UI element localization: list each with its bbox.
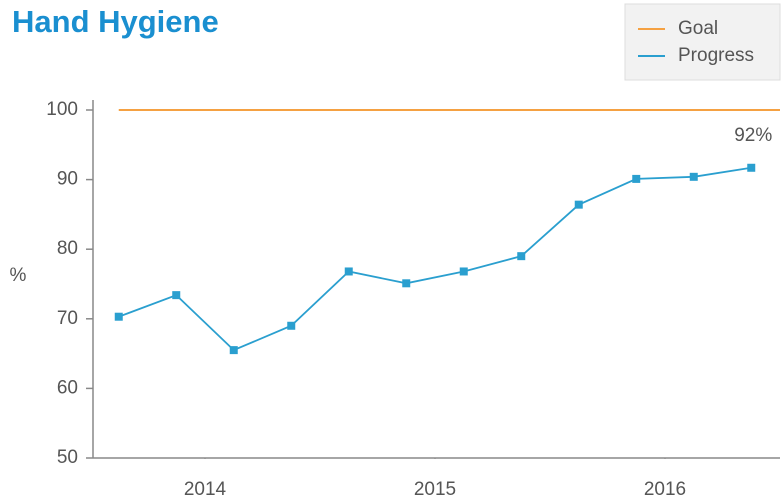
data-point bbox=[574, 200, 583, 209]
progress-line bbox=[118, 166, 752, 352]
data-point bbox=[114, 312, 123, 321]
y-tick-label: 60 bbox=[57, 377, 78, 398]
data-point bbox=[287, 321, 296, 330]
y-tick-label: 80 bbox=[57, 238, 78, 259]
data-point bbox=[344, 267, 353, 276]
x-tick-label: 2015 bbox=[414, 479, 456, 500]
legend-box bbox=[624, 3, 781, 81]
data-label: 92% bbox=[734, 125, 772, 146]
legend-label: Goal bbox=[678, 18, 718, 39]
data-point bbox=[402, 279, 411, 288]
x-tick-label: 2016 bbox=[644, 479, 686, 500]
y-tick-label: 90 bbox=[57, 169, 78, 190]
data-point bbox=[632, 174, 641, 183]
legend-label: Progress bbox=[678, 45, 754, 66]
x-tick-label: 2014 bbox=[184, 479, 227, 500]
chart-title: Hand Hygiene bbox=[12, 4, 219, 39]
data-point bbox=[172, 291, 181, 300]
y-tick-label: 50 bbox=[57, 447, 78, 468]
y-axis-label: % bbox=[10, 265, 27, 286]
y-tick-label: 100 bbox=[46, 99, 78, 120]
data-point bbox=[459, 267, 468, 276]
data-point bbox=[517, 252, 526, 261]
data-point bbox=[747, 163, 756, 172]
data-point bbox=[689, 172, 698, 181]
data-point bbox=[229, 346, 238, 355]
y-tick-label: 70 bbox=[57, 308, 78, 329]
